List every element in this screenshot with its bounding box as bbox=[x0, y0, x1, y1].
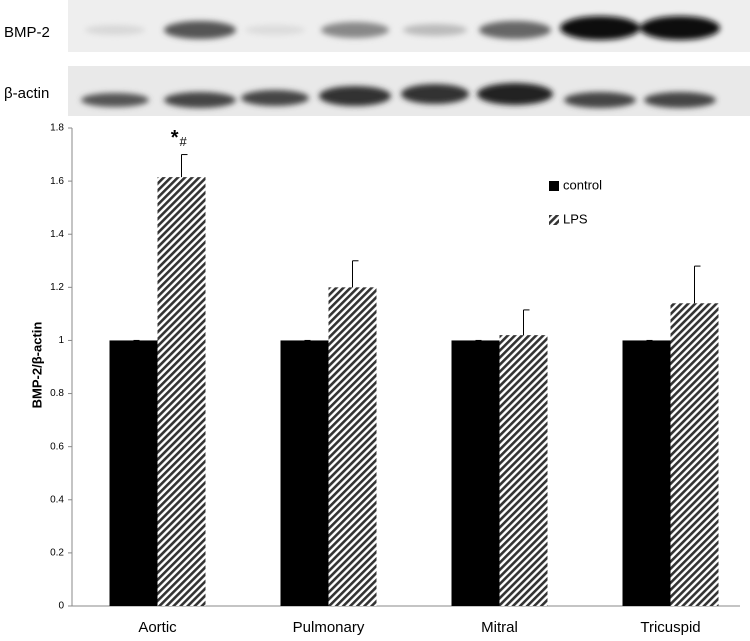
annotation: * bbox=[171, 127, 179, 149]
bar bbox=[157, 177, 206, 606]
y-tick-label: 0.8 bbox=[50, 388, 64, 399]
legend-label: control bbox=[563, 177, 602, 192]
x-tick-label: Aortic bbox=[138, 619, 177, 636]
bar bbox=[670, 303, 719, 606]
blot-bands bbox=[81, 16, 720, 108]
legend-swatch bbox=[549, 215, 559, 225]
y-tick-label: 1 bbox=[58, 335, 64, 346]
y-tick-label: 0 bbox=[58, 601, 64, 612]
x-tick-label: Mitral bbox=[481, 619, 518, 636]
bar bbox=[622, 340, 671, 606]
y-tick-label: 0.4 bbox=[50, 494, 64, 505]
annotation: # bbox=[180, 134, 188, 149]
y-tick-label: 1.4 bbox=[50, 229, 64, 240]
bar bbox=[499, 335, 548, 606]
legend-swatch bbox=[549, 181, 559, 191]
bar bbox=[280, 340, 329, 606]
y-tick-label: 1.6 bbox=[50, 176, 64, 187]
y-tick-label: 0.2 bbox=[50, 548, 64, 559]
blot-label: BMP-2 bbox=[4, 24, 50, 41]
x-tick-label: Pulmonary bbox=[293, 619, 365, 636]
y-axis-label: BMP-2/β-actin bbox=[29, 322, 44, 409]
bar bbox=[109, 340, 158, 606]
y-tick-label: 1.8 bbox=[50, 123, 64, 134]
bar bbox=[451, 340, 500, 606]
x-tick-label: Tricuspid bbox=[640, 619, 700, 636]
blot-label: β-actin bbox=[4, 85, 49, 102]
y-tick-label: 0.6 bbox=[50, 441, 64, 452]
bar bbox=[328, 287, 377, 606]
y-tick-label: 1.2 bbox=[50, 282, 64, 293]
legend-label: LPS bbox=[563, 211, 588, 226]
